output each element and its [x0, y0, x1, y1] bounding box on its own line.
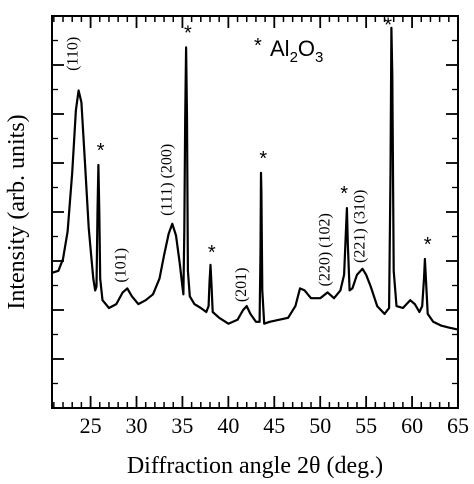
axis-ticks: [52, 16, 459, 408]
hkl-label: (101): [112, 248, 129, 283]
x-tick-label: 25: [80, 413, 102, 438]
legend-marker: *: [254, 35, 262, 57]
x-axis-title: Diffraction angle 2θ (deg.): [127, 453, 383, 479]
x-tick-label: 40: [217, 413, 239, 438]
legend-text: Al2O3: [270, 36, 323, 66]
alumina-marker: *: [97, 140, 105, 162]
diffraction-pattern-line: [51, 26, 459, 331]
plot-frame: [51, 15, 459, 409]
x-tick-labels: 25 30 35 40 45 50 55 60 65: [80, 413, 469, 438]
x-tick-label: 35: [171, 413, 193, 438]
alumina-marker: *: [208, 242, 216, 264]
alumina-marker: *: [384, 15, 392, 37]
hkl-label: (110): [65, 37, 82, 71]
alumina-marker: *: [340, 183, 348, 205]
legend-sub-2: 3: [315, 49, 323, 66]
alumina-marker: *: [259, 148, 267, 170]
x-tick-label: 50: [309, 413, 331, 438]
legend-text-mid: O: [298, 36, 315, 61]
x-tick-label: 65: [447, 413, 469, 438]
x-tick-label: 30: [126, 413, 148, 438]
legend-sub-1: 2: [290, 49, 298, 66]
alumina-marker: *: [184, 23, 192, 45]
y-axis-title: Intensity (arb. units): [4, 114, 30, 309]
hkl-label: (201): [233, 268, 250, 303]
x-tick-label: 60: [401, 413, 423, 438]
hkl-label: (111) (200): [158, 144, 175, 216]
hkl-label: (221) (310): [351, 190, 368, 263]
legend: * Al2O3: [254, 35, 323, 66]
legend-text-main: Al: [270, 36, 290, 61]
alumina-marker: *: [424, 234, 432, 256]
peak-annotations: (110) (101) (111) (200) (201) (220) (102) (22…: [65, 15, 432, 302]
x-tick-label: 45: [263, 413, 285, 438]
plot-area: 25 30 35 40 45 50 55 60 65 (110) (101) (111) (200)…: [51, 15, 469, 438]
hkl-label: (220) (102): [316, 213, 333, 286]
x-tick-label: 55: [355, 413, 377, 438]
